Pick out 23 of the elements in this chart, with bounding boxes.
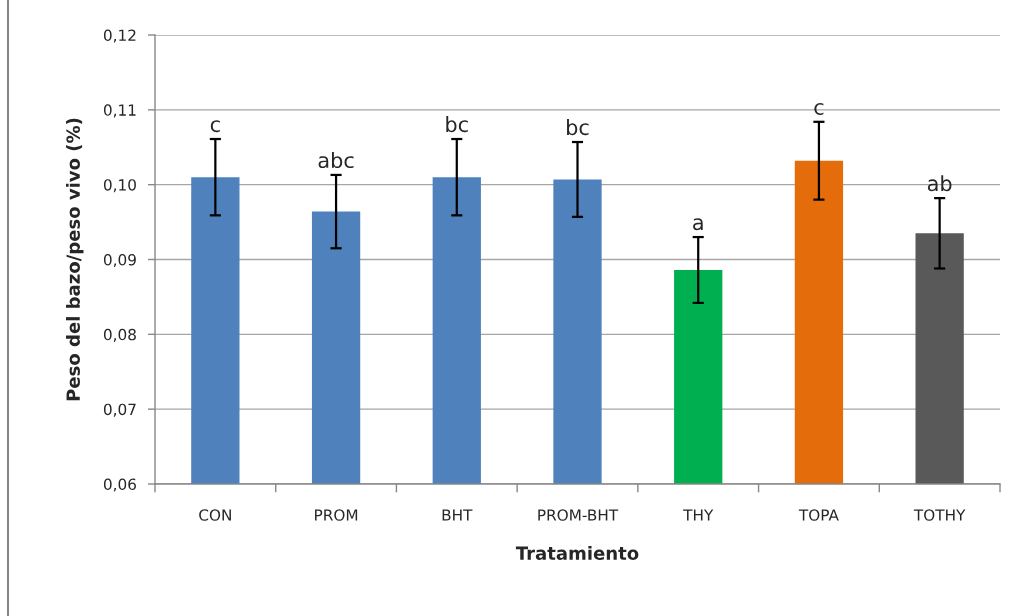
x-tick-label: BHT [442, 509, 473, 521]
y-tick-label: 0,08 [103, 328, 136, 342]
y-tick-label: 0,07 [103, 403, 136, 417]
annotation: a [693, 218, 703, 231]
x-tick-label: PROM [315, 509, 358, 521]
x-tick-label: TOTHY [913, 509, 966, 521]
annotation: abc [318, 152, 354, 169]
x-tick-label: CON [199, 509, 231, 521]
annotation: bc [446, 116, 468, 133]
y-tick-label: 0,10 [103, 179, 136, 193]
x-tick-label: THY [683, 509, 714, 521]
x-tick-label: TOPA [798, 509, 839, 521]
y-tick-label: 0,12 [103, 29, 136, 43]
annotation: c [210, 120, 220, 133]
x-axis-title: Tratamiento [515, 546, 639, 560]
annotation: bc [567, 119, 589, 136]
y-tick-label: 0,09 [103, 253, 136, 268]
x-tick-label: PROM-BHT [538, 509, 619, 521]
annotation: c [814, 103, 824, 115]
y-tick-label: 0,06 [103, 478, 136, 492]
y-tick-label: 0,11 [103, 104, 136, 118]
y-axis-title: Peso del bazo/peso vivo (%) [66, 118, 84, 401]
annotation: ab [927, 175, 952, 192]
